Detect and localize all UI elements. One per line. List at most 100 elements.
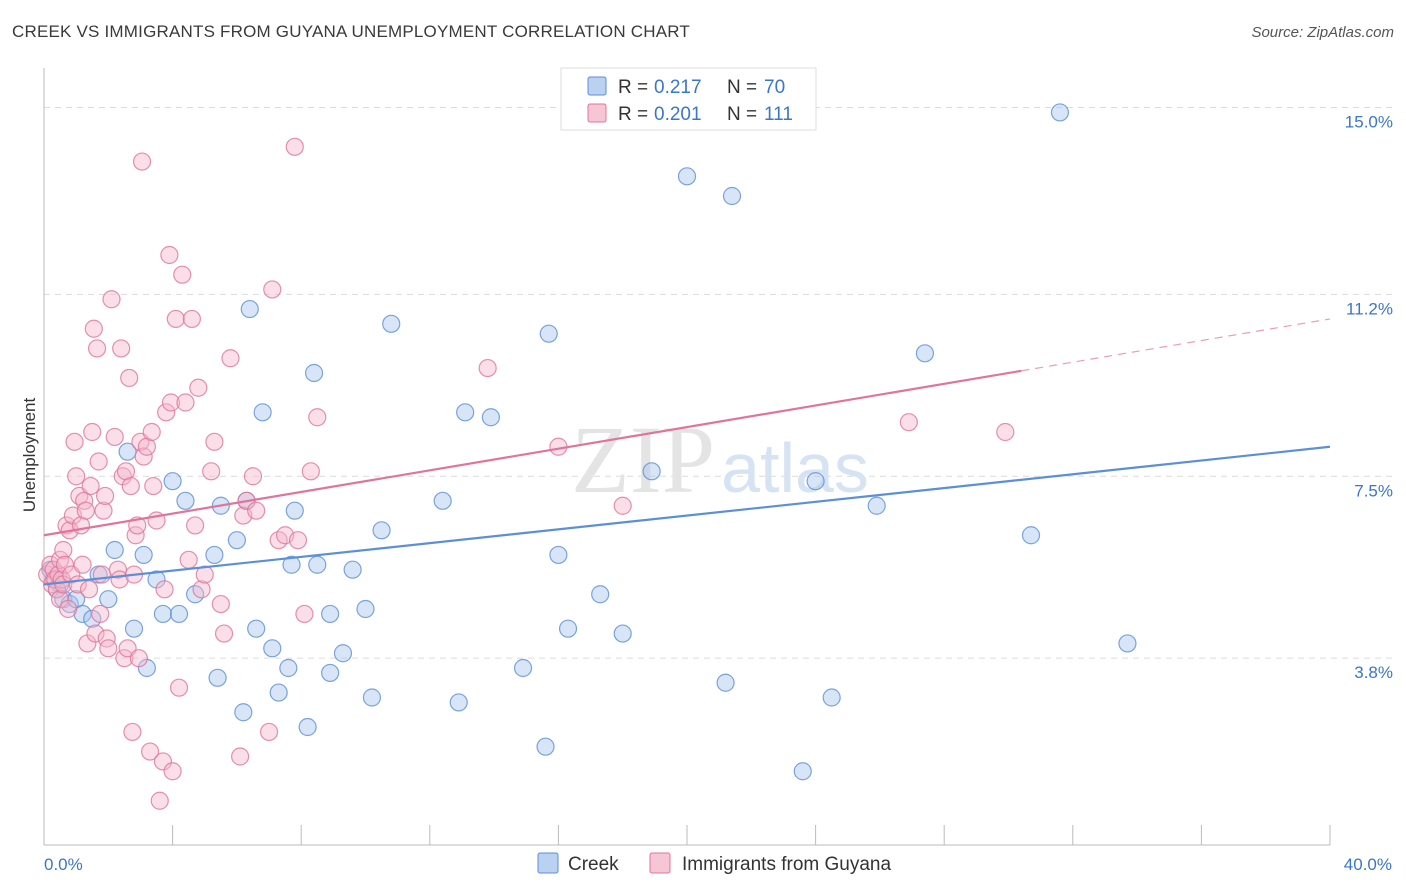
guyana-point (84, 319, 103, 338)
guyana-point (73, 555, 92, 574)
creek-point (1050, 103, 1070, 122)
y-axis-title: Unemployment (20, 398, 39, 513)
guyana-point (137, 437, 156, 456)
guyana-point (182, 309, 201, 329)
watermark: ZIPatlas (571, 406, 869, 513)
creek-point (716, 673, 735, 692)
creek-point (536, 737, 555, 756)
guyana-point (92, 565, 111, 584)
creek-point (793, 762, 812, 781)
guyana-point (134, 447, 153, 466)
creek-point (591, 585, 610, 604)
creek-point (321, 663, 340, 683)
legend-swatch-guyana (587, 103, 607, 123)
creek-point (308, 555, 327, 574)
bottom-legend-label-guyana: Immigrants from Guyana (682, 854, 891, 875)
guyana-point (285, 137, 304, 156)
guyana-point (163, 762, 182, 781)
creek-point (227, 531, 246, 550)
legend-n-value-creek: 70 (764, 77, 785, 98)
guyana-point (112, 339, 131, 358)
guyana-point (67, 467, 86, 486)
guyana-point (83, 422, 102, 442)
guyana-point (301, 462, 320, 481)
guyana-point (87, 339, 107, 358)
creek-point (1118, 634, 1137, 653)
bottom-legend-label-creek: Creek (568, 854, 619, 875)
watermark-atlas: atlas (721, 429, 869, 507)
creek-point (806, 472, 825, 491)
creek-point (263, 639, 282, 658)
guyana-point (205, 432, 224, 451)
guyana-point (308, 408, 327, 427)
x-tick-max: 40.0% (1344, 855, 1392, 874)
creek-point (269, 683, 288, 702)
creek-points (41, 103, 1137, 781)
legend-swatch-creek (587, 76, 607, 96)
guyana-point (996, 422, 1015, 442)
guyana-point (99, 639, 118, 658)
stats-legend: R = 0.217 N = 70 R = 0.201 N = 111 (560, 67, 817, 131)
series-legend: Creek Immigrants from Guyana (537, 852, 891, 875)
creek-point (234, 703, 253, 722)
guyana-point (157, 403, 176, 422)
guyana-point (247, 501, 266, 520)
creek-point (433, 491, 452, 510)
y-tick-labels: 3.8% 7.5% 11.2% 15.0% (1345, 113, 1393, 683)
guyana-point (123, 722, 142, 742)
legend-n-label-creek: N = (727, 77, 757, 98)
guyana-point (160, 245, 179, 265)
legend-r-label-creek: R = (618, 77, 648, 98)
guyana-point (76, 501, 95, 520)
guyana-point (91, 604, 110, 624)
guyana-point (176, 393, 195, 412)
gridlines (44, 107, 1392, 659)
creek-point (481, 408, 500, 427)
creek-point (298, 717, 317, 737)
guyana-point (129, 649, 148, 668)
guyana-point (179, 550, 198, 569)
bottom-legend-swatch-guyana (649, 852, 671, 874)
creek-point (153, 604, 173, 624)
y-tick-label: 11.2% (1346, 299, 1393, 318)
creek-point (205, 545, 224, 565)
legend-n-label-guyana: N = (727, 104, 757, 125)
creek-point (677, 167, 697, 186)
guyana-point (899, 413, 918, 432)
guyana-point (54, 540, 73, 560)
creek-point (240, 299, 259, 319)
guyana-point (105, 427, 124, 447)
guyana-point (189, 378, 208, 397)
creek-point (539, 324, 558, 343)
creek-point (321, 604, 340, 624)
guyana-point (169, 678, 189, 697)
guyana-point (161, 393, 181, 412)
trend-lines (43, 318, 1331, 586)
legend-r-value-creek: 0.217 (654, 77, 702, 98)
y-tick-label: 7.5% (1354, 481, 1393, 500)
creek-point (915, 344, 935, 363)
creek-point (99, 590, 118, 609)
guyana-point (211, 594, 230, 614)
creek-point (343, 560, 362, 579)
guyana-point (132, 152, 152, 171)
creek-point (822, 688, 841, 707)
creek-point (642, 462, 661, 481)
guyana-point (214, 624, 234, 643)
x-tick-min: 0.0% (44, 855, 83, 874)
y-tick-label: 15.0% (1345, 113, 1393, 132)
bottom-legend-swatch-creek (537, 852, 559, 874)
guyana-point (142, 422, 161, 442)
watermark-text: ZIPatlas (571, 406, 869, 513)
guyana-point (259, 722, 279, 742)
guyana-point (243, 467, 263, 486)
creek-point (449, 693, 468, 712)
guyana-point (144, 476, 163, 496)
guyana-point (263, 280, 282, 299)
creek-point (285, 501, 304, 520)
creek-point (1021, 526, 1041, 545)
guyana-point (155, 580, 174, 599)
creek-point (105, 540, 124, 560)
guyana-point (186, 516, 205, 535)
